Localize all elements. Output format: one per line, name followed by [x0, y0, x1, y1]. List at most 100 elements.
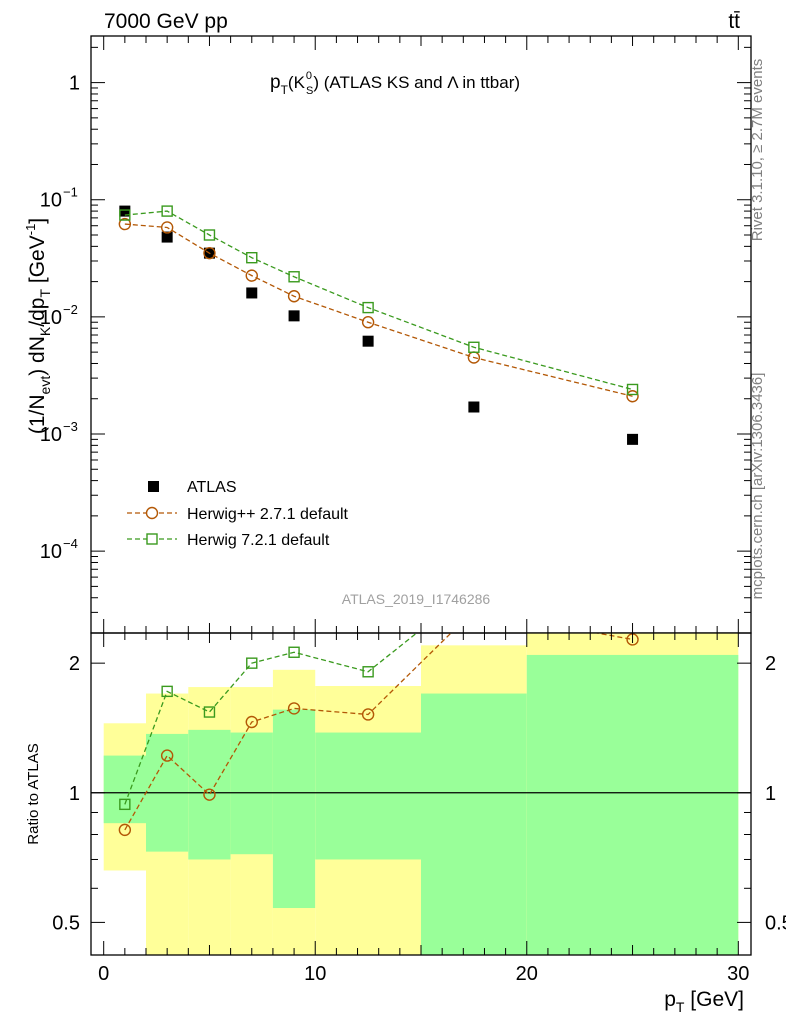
- main-ylabel: (1/Nevt) dNK/dpT [GeV-1]: [23, 218, 53, 434]
- herwig7-point: [161, 205, 173, 217]
- title-s-sub: S: [306, 85, 313, 97]
- rivet-label: Rivet 3.1.10, ≥ 2.7M events: [749, 59, 766, 242]
- atlas-data-point: [161, 231, 173, 243]
- ratio-ytick-label-right: 0.5: [765, 912, 786, 934]
- legend: ATLAS Herwig++ 2.7.1 default Herwig 7.2.…: [127, 479, 349, 549]
- ylabel-b: ) dN: [26, 336, 49, 376]
- ylabel-a: (1/N: [26, 394, 49, 434]
- uncertainty-band-green: [272, 709, 316, 909]
- uncertainty-band-green: [421, 693, 527, 955]
- ratio-bands: [103, 633, 739, 955]
- legend-entry-herwigpp: Herwig++ 2.7.1 default: [127, 506, 349, 523]
- herwigpp-ratio-point: [245, 715, 258, 729]
- herwig7-point: [626, 383, 639, 396]
- ratio-ytick-label-left: 0.5: [52, 912, 80, 934]
- atlas-data-point: [362, 335, 374, 347]
- atlas-data-point: [468, 401, 480, 413]
- energy-label: 7000 GeV pp: [104, 10, 228, 33]
- main-series-line-1: [124, 223, 633, 397]
- herwig7-point: [246, 252, 258, 264]
- ratio-xtick-label: 30: [727, 963, 749, 985]
- title-rest: ) (ATLAS KS and Λ in ttbar): [313, 73, 520, 92]
- herwigpp-point: [245, 269, 258, 282]
- mcplots-label: mcplots.cern.ch [arXiv:1306.3436]: [749, 373, 766, 600]
- uncertainty-band-green: [188, 729, 231, 860]
- atlas-data-point: [119, 205, 131, 217]
- main-series-line-2: [124, 210, 633, 391]
- main-ticks: 110−110−210−310−4: [40, 36, 751, 634]
- herwig7-point: [203, 229, 216, 241]
- legend-herwigpp-marker: [145, 506, 159, 520]
- herwigpp-point: [203, 246, 216, 260]
- herwigpp-point: [118, 217, 132, 231]
- ylabel-t: T: [37, 289, 53, 298]
- herwigpp-ratio-point: [287, 702, 301, 715]
- main-ytick-label: 10: [40, 541, 62, 563]
- ylabel-evt: evt: [37, 376, 53, 395]
- main-ytick-label: 10: [40, 307, 62, 329]
- analysis-watermark: ATLAS_2019_I1746286: [342, 591, 491, 607]
- main-ytick-label: 1: [69, 73, 80, 95]
- herwigpp-ratio-point: [203, 788, 216, 801]
- herwig7-point: [119, 209, 131, 221]
- ratio-ytick-label-right: 1: [765, 783, 776, 805]
- ratio-ytick-label-right: 2: [765, 653, 776, 675]
- title-paren: (K: [288, 73, 306, 92]
- main-ytick-label: 10: [40, 190, 62, 212]
- ratio-series-layer: [118, 570, 639, 837]
- main-ytick-exponent: −1: [63, 185, 78, 200]
- herwig7-ratio-point: [161, 685, 173, 698]
- herwig7-point: [468, 341, 480, 353]
- herwigpp-point: [160, 221, 174, 234]
- ylabel-c: /dp: [26, 298, 49, 327]
- herwig7-ratio-point: [288, 646, 300, 658]
- herwig7-point: [362, 301, 374, 314]
- ratio-ytick-label-left: 2: [69, 653, 80, 675]
- herwig7-ratio-point: [203, 706, 216, 718]
- herwig7-ratio-point: [246, 657, 258, 669]
- herwig7-ratio-point: [362, 666, 374, 678]
- atlas-data-point: [288, 310, 300, 322]
- legend-entry-atlas: ATLAS: [148, 479, 237, 496]
- main-title: pT(K0 S) (ATLAS KS and Λ in ttbar): [270, 70, 520, 97]
- legend-atlas-label: ATLAS: [187, 479, 237, 496]
- herwig7-ratio-point: [628, 570, 638, 580]
- ylabel-k: K: [37, 326, 53, 336]
- herwigpp-ratio-point: [118, 823, 132, 837]
- ratio-series-line-1: [124, 633, 418, 805]
- herwigpp-ratio-point: [160, 749, 174, 762]
- uncertainty-band-green: [315, 732, 421, 860]
- ratio-xtick-label: 10: [304, 963, 326, 985]
- legend-herwig7-marker: [146, 533, 158, 545]
- title-t-sub: T: [281, 83, 289, 97]
- ratio-panel: 0.50.511220102030 Ratio to ATLAS pT [GeV…: [25, 570, 786, 1015]
- herwigpp-ratio-point: [361, 708, 375, 721]
- main-ytick-exponent: −4: [63, 536, 78, 551]
- uncertainty-band-green: [230, 732, 273, 855]
- ratio-ylabel: Ratio to ATLAS: [25, 743, 42, 844]
- herwig7-ratio-point: [119, 798, 131, 811]
- ratio-xtick-label: 0: [98, 963, 109, 985]
- atlas-data-point: [246, 287, 258, 299]
- xlabel-p: p: [664, 988, 676, 1011]
- herwigpp-point: [287, 290, 301, 303]
- title-p: p: [270, 72, 281, 93]
- herwig7-point: [288, 271, 300, 283]
- ratio-ytick-label-left: 1: [69, 783, 80, 805]
- ratio-xlabel: pT [GeV]: [664, 988, 744, 1015]
- legend-entry-herwig7: Herwig 7.2.1 default: [127, 532, 330, 549]
- title-zero-sup: 0: [306, 70, 312, 82]
- process-label: tt̄: [728, 10, 740, 33]
- main-series-layer: [118, 205, 639, 445]
- ratio-xtick-label: 20: [516, 963, 538, 985]
- xlabel-t: T: [676, 999, 685, 1015]
- ylabel-exp: -1: [23, 224, 38, 236]
- ratio-ticks: 0.50.511220102030: [52, 633, 786, 985]
- herwigpp-point: [626, 390, 639, 403]
- main-ytick-label: 10: [40, 424, 62, 446]
- uncertainty-band-green: [526, 654, 739, 955]
- main-panel: 110−110−210−310−4 pT(K0 S) (ATLAS KS and …: [23, 35, 752, 634]
- ylabel-d: [GeV: [26, 235, 49, 289]
- legend-herwigpp-label: Herwig++ 2.7.1 default: [187, 506, 349, 523]
